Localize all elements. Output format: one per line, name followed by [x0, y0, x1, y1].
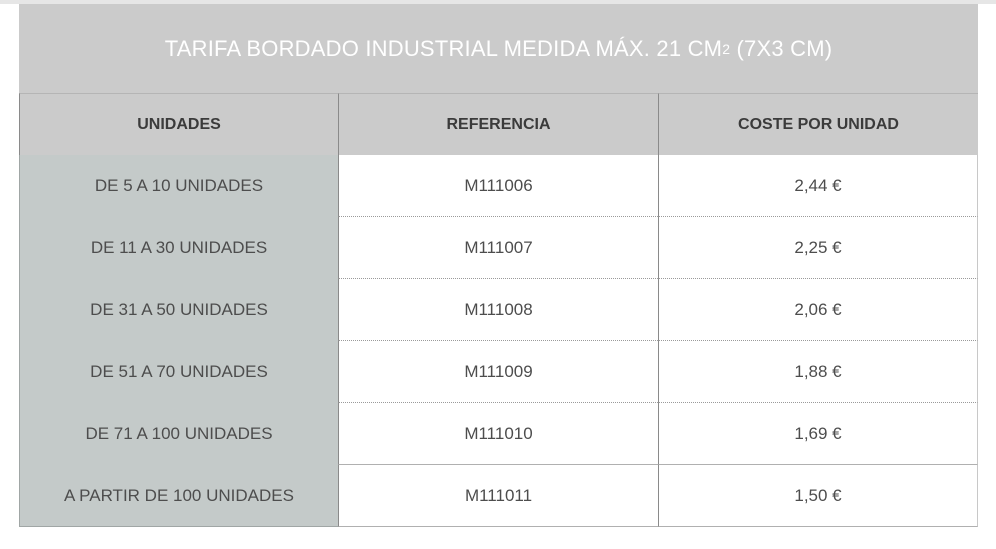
column-header-reference: REFERENCIA: [338, 93, 658, 155]
cost-cell: 2,06 €: [658, 279, 978, 341]
table-row: DE 11 A 30 UNIDADES M111007 2,25 €: [19, 217, 978, 279]
units-cell: DE 51 A 70 UNIDADES: [19, 341, 338, 403]
units-cell: A PARTIR DE 100 UNIDADES: [19, 465, 338, 527]
units-cell: DE 11 A 30 UNIDADES: [19, 217, 338, 279]
table-title: TARIFA BORDADO INDUSTRIAL MEDIDA MÁX. 21…: [19, 4, 978, 93]
reference-cell: M111008: [338, 279, 658, 341]
cost-cell: 2,44 €: [658, 155, 978, 217]
table-row: DE 51 A 70 UNIDADES M111009 1,88 €: [19, 341, 978, 403]
table-row: A PARTIR DE 100 UNIDADES M111011 1,50 €: [19, 465, 978, 527]
table-row: DE 31 A 50 UNIDADES M111008 2,06 €: [19, 279, 978, 341]
pricing-table: TARIFA BORDADO INDUSTRIAL MEDIDA MÁX. 21…: [19, 4, 978, 527]
header-row: UNIDADES REFERENCIA COSTE POR UNIDAD: [19, 93, 978, 155]
cost-cell: 1,69 €: [658, 403, 978, 465]
cost-cell: 1,88 €: [658, 341, 978, 403]
reference-cell: M111010: [338, 403, 658, 465]
units-cell: DE 71 A 100 UNIDADES: [19, 403, 338, 465]
top-border: [0, 0, 996, 4]
units-cell: DE 5 A 10 UNIDADES: [19, 155, 338, 217]
reference-cell: M111007: [338, 217, 658, 279]
cost-cell: 1,50 €: [658, 465, 978, 527]
cost-cell: 2,25 €: [658, 217, 978, 279]
title-main: TARIFA BORDADO INDUSTRIAL MEDIDA MÁX. 21…: [164, 35, 723, 61]
title-suffix: (7X3 CM): [730, 35, 833, 61]
reference-cell: M111011: [338, 465, 658, 527]
column-header-units: UNIDADES: [19, 93, 338, 155]
table-row: DE 71 A 100 UNIDADES M111010 1,69 €: [19, 403, 978, 465]
reference-cell: M111006: [338, 155, 658, 217]
table-row: DE 5 A 10 UNIDADES M111006 2,44 €: [19, 155, 978, 217]
reference-cell: M111009: [338, 341, 658, 403]
column-header-cost: COSTE POR UNIDAD: [658, 93, 978, 155]
units-cell: DE 31 A 50 UNIDADES: [19, 279, 338, 341]
